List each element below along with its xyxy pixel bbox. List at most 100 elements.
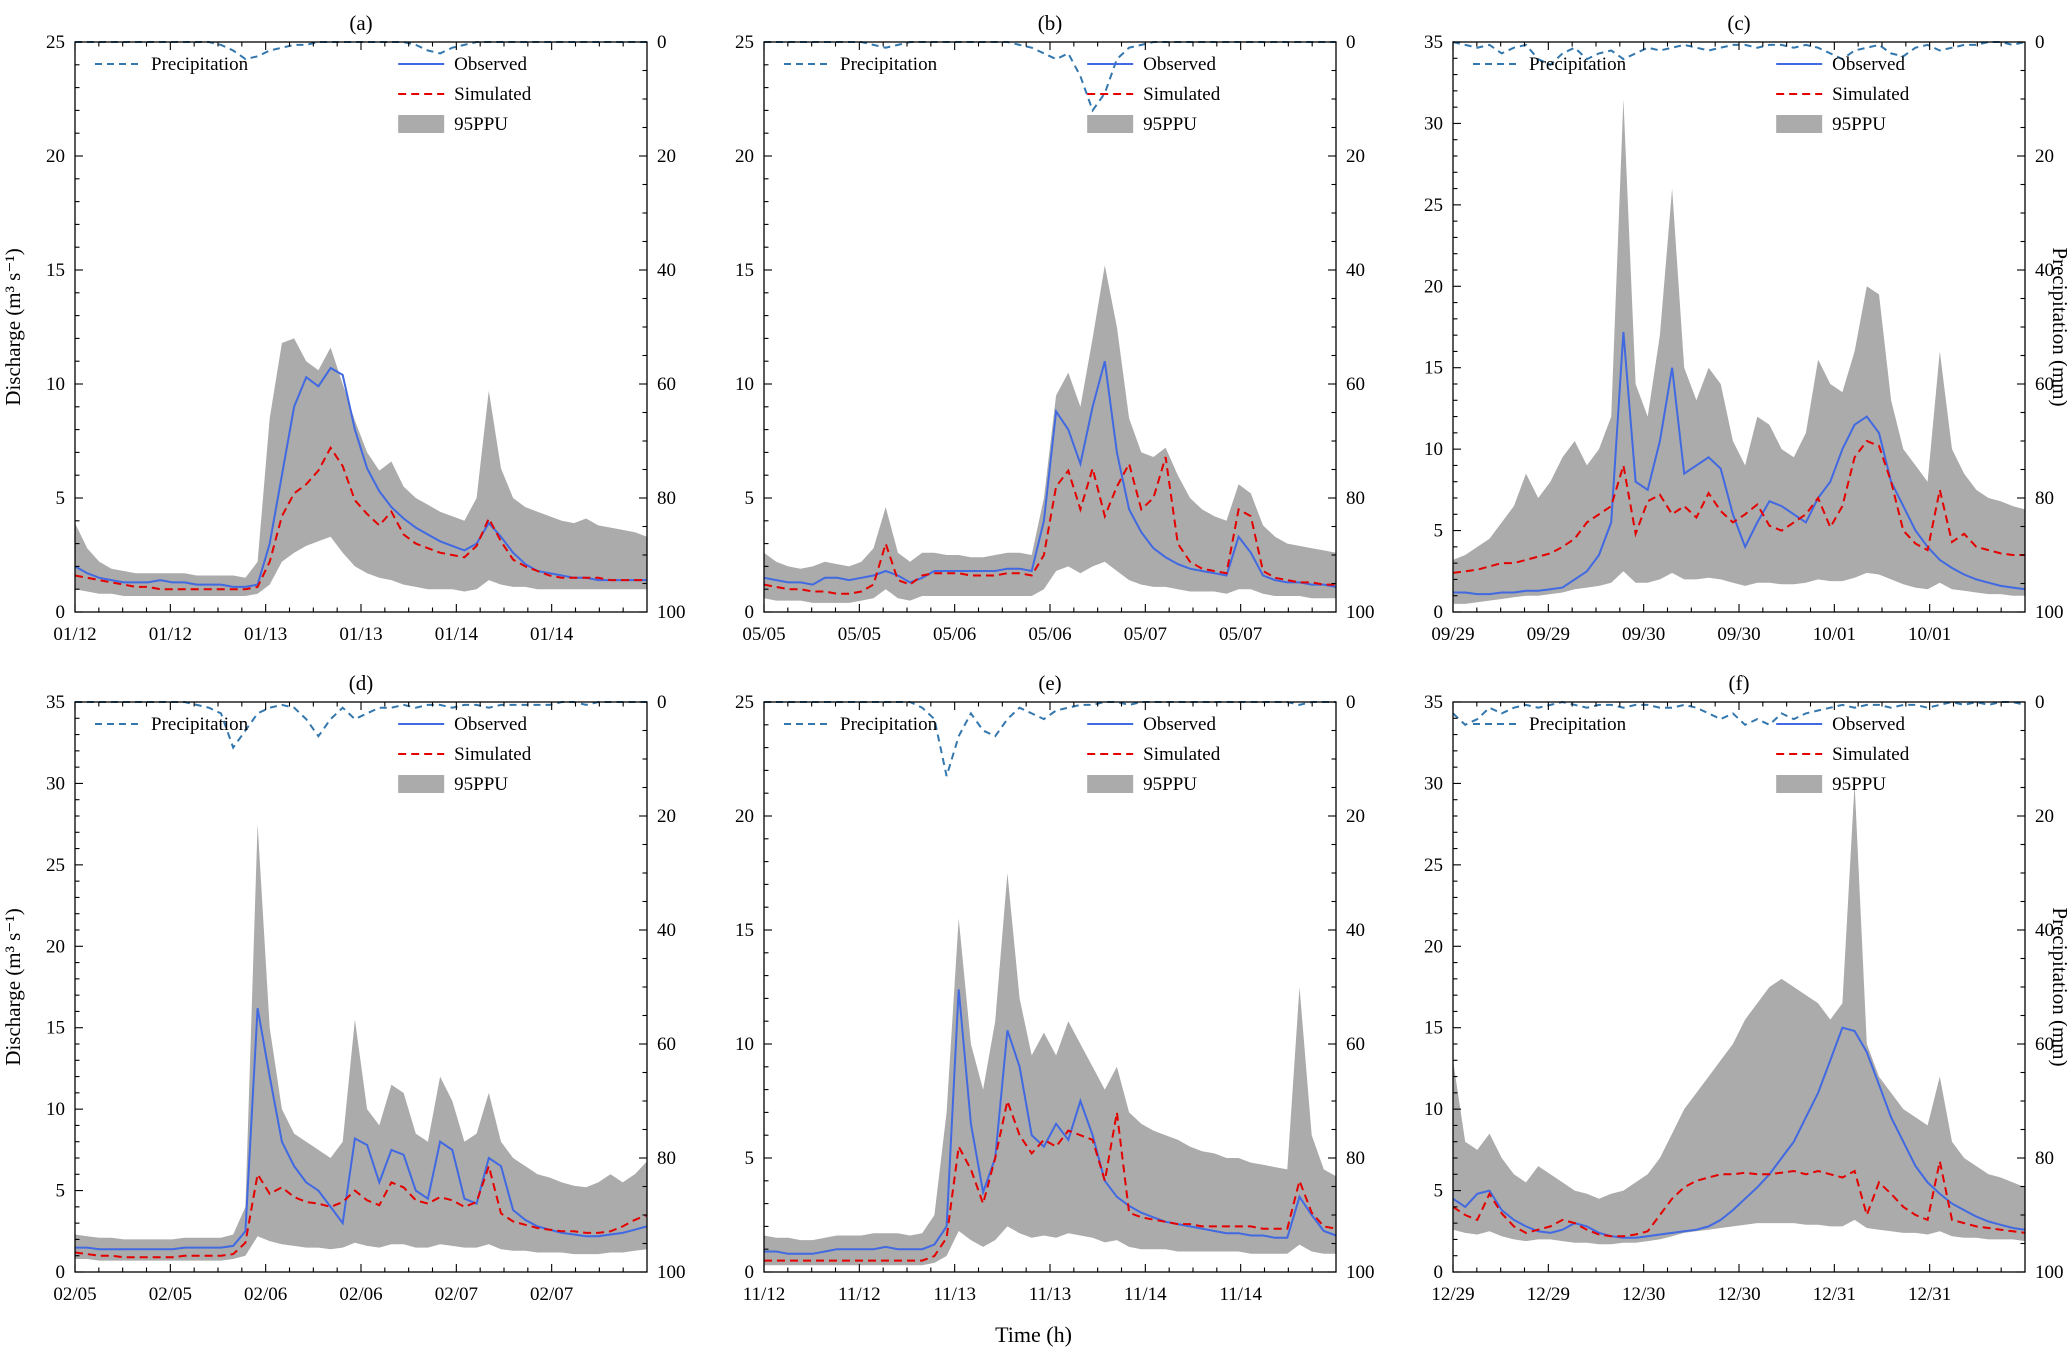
y2-tick-label: 60 xyxy=(2035,1034,2054,1055)
ppu-band xyxy=(764,873,1336,1266)
x-tick-label: 11/12 xyxy=(743,1284,786,1305)
observed-line xyxy=(1452,1026,2026,1239)
x-tick-label: 02/07 xyxy=(530,1284,573,1305)
y-tick-label: 10 xyxy=(1424,1099,1443,1120)
legend-observed-label: Observed xyxy=(1832,54,1905,75)
y-tick-label: 25 xyxy=(735,32,754,53)
y2-tick-label: 80 xyxy=(2035,488,2054,509)
y-tick-label: 5 xyxy=(56,1181,66,1202)
y2-tick-label: 0 xyxy=(657,692,667,713)
legend-simulated-label: Simulated xyxy=(1832,84,1910,105)
simulated-line xyxy=(763,456,1336,595)
y2-tick-label: 80 xyxy=(1346,1148,1365,1169)
x-tick-label: 05/06 xyxy=(1028,624,1071,645)
ppu-band xyxy=(75,824,647,1261)
y-tick-label: 5 xyxy=(1434,1181,1444,1202)
x-tick-label: 09/29 xyxy=(1431,624,1474,645)
y-tick-label: 15 xyxy=(735,920,754,941)
x-tick-label: 11/14 xyxy=(1124,1284,1167,1305)
subplot-a: 0 5 10 15 20 25 0 20 40 60 80 100 01/12 01/12 01/13 01/… xyxy=(0,0,689,660)
y-tick-label: 35 xyxy=(1424,32,1443,53)
x-tick-label: 02/06 xyxy=(339,1284,382,1305)
observed-line xyxy=(1453,331,2026,596)
legend-ppu-label: 95PPU xyxy=(1143,774,1197,795)
y2-tick-label: 20 xyxy=(657,146,676,167)
x-tick-label: 05/07 xyxy=(1124,624,1167,645)
x-tick-label: 02/05 xyxy=(53,1284,96,1305)
legend-ppu-sample xyxy=(1087,115,1134,133)
subplot-d-canvas: 0 5 10 15 20 25 30 35 0 20 40 60 80 100 02/05 02/05 02/0… xyxy=(1,671,686,1305)
y2-tick-label: 40 xyxy=(2035,920,2054,941)
subplot-title: (c) xyxy=(1727,11,1750,35)
precipitation-axis-label: Precipitation (mm) xyxy=(2048,247,2067,406)
simulated-line xyxy=(764,1097,1337,1262)
y2-tick-label: 100 xyxy=(1346,602,1375,623)
y-tick-label: 10 xyxy=(46,374,65,395)
ppu-band xyxy=(1453,783,2025,1245)
subplot-e: 0 5 10 15 20 25 0 20 40 60 80 100 11/12 11/12 11/13 11/… xyxy=(689,660,1378,1320)
legend-precipitation-label: Precipitation xyxy=(840,54,938,75)
y-tick-label: 25 xyxy=(1424,855,1443,876)
legend-observed-label: Observed xyxy=(1143,54,1216,75)
subplot-d: 0 5 10 15 20 25 30 35 0 20 40 60 80 100 02/05 02/05 02/0… xyxy=(0,660,689,1320)
discharge-axis-label: Discharge (m³ s⁻¹) xyxy=(1,248,25,405)
y2-tick-label: 0 xyxy=(1346,692,1356,713)
x-tick-label: 09/30 xyxy=(1717,624,1760,645)
x-tick-label: 11/13 xyxy=(933,1284,976,1305)
subplot-title: (e) xyxy=(1038,671,1061,695)
subplot-title: (b) xyxy=(1038,11,1063,35)
legend-ppu-sample xyxy=(1776,115,1823,133)
x-tick-label: 02/05 xyxy=(149,1284,192,1305)
legend-ppu-sample xyxy=(1087,775,1134,793)
y2-tick-label: 0 xyxy=(1346,32,1356,53)
legend-simulated-label: Simulated xyxy=(1143,84,1221,105)
y-tick-label: 10 xyxy=(735,374,754,395)
legend-ppu-label: 95PPU xyxy=(454,774,508,795)
x-tick-label: 10/01 xyxy=(1908,624,1951,645)
y-tick-label: 35 xyxy=(46,692,65,713)
x-tick-label: 02/07 xyxy=(435,1284,478,1305)
y2-tick-label: 100 xyxy=(2035,1262,2064,1283)
ppu-band xyxy=(1453,99,2025,604)
y-tick-label: 15 xyxy=(46,1018,65,1039)
y-tick-label: 20 xyxy=(1424,276,1443,297)
y-tick-label: 15 xyxy=(1424,1018,1443,1039)
legend-ppu-sample xyxy=(398,775,445,793)
y2-tick-label: 40 xyxy=(657,920,676,941)
y2-tick-label: 20 xyxy=(1346,146,1365,167)
y-tick-label: 30 xyxy=(1424,773,1443,794)
legend-observed-label: Observed xyxy=(1143,714,1216,735)
simulated-line xyxy=(1452,1161,2026,1238)
subplot-a-canvas: 0 5 10 15 20 25 0 20 40 60 80 100 01/12 01/12 01/13 01/… xyxy=(1,11,686,645)
x-tick-label: 10/01 xyxy=(1813,624,1856,645)
y2-tick-label: 60 xyxy=(657,1034,676,1055)
x-tick-label: 01/13 xyxy=(339,624,382,645)
x-tick-label: 01/13 xyxy=(244,624,287,645)
x-tick-label: 05/05 xyxy=(838,624,881,645)
subplot-c: 0 5 10 15 20 25 30 35 0 20 40 60 80 100 09/29 09/29 09/3… xyxy=(1378,0,2067,660)
y-tick-label: 0 xyxy=(1434,602,1444,623)
y-tick-label: 10 xyxy=(1424,439,1443,460)
y-tick-label: 10 xyxy=(46,1099,65,1120)
x-tick-label: 01/14 xyxy=(530,624,574,645)
y2-tick-label: 100 xyxy=(2035,602,2064,623)
subplot-title: (a) xyxy=(349,11,372,35)
y2-tick-label: 0 xyxy=(657,32,667,53)
y2-tick-label: 0 xyxy=(2035,692,2045,713)
x-tick-label: 12/30 xyxy=(1717,1284,1760,1305)
subplot-e-canvas: 0 5 10 15 20 25 0 20 40 60 80 100 11/12 11/12 11/13 11/… xyxy=(735,671,1375,1305)
legend-precipitation-label: Precipitation xyxy=(151,54,249,75)
y-tick-label: 0 xyxy=(56,1262,66,1283)
y-tick-label: 25 xyxy=(1424,195,1443,216)
y2-tick-label: 80 xyxy=(1346,488,1365,509)
y-tick-label: 5 xyxy=(745,1148,755,1169)
legend-simulated-label: Simulated xyxy=(454,744,532,765)
y-tick-label: 20 xyxy=(46,146,65,167)
x-tick-label: 05/07 xyxy=(1219,624,1262,645)
legend-observed-label: Observed xyxy=(454,714,527,735)
y-tick-label: 25 xyxy=(46,32,65,53)
legend-ppu-label: 95PPU xyxy=(1832,114,1886,135)
y-tick-label: 20 xyxy=(46,936,65,957)
subplot-b-canvas: 0 5 10 15 20 25 0 20 40 60 80 100 05/05 05/05 05/06 05/… xyxy=(735,11,1375,645)
